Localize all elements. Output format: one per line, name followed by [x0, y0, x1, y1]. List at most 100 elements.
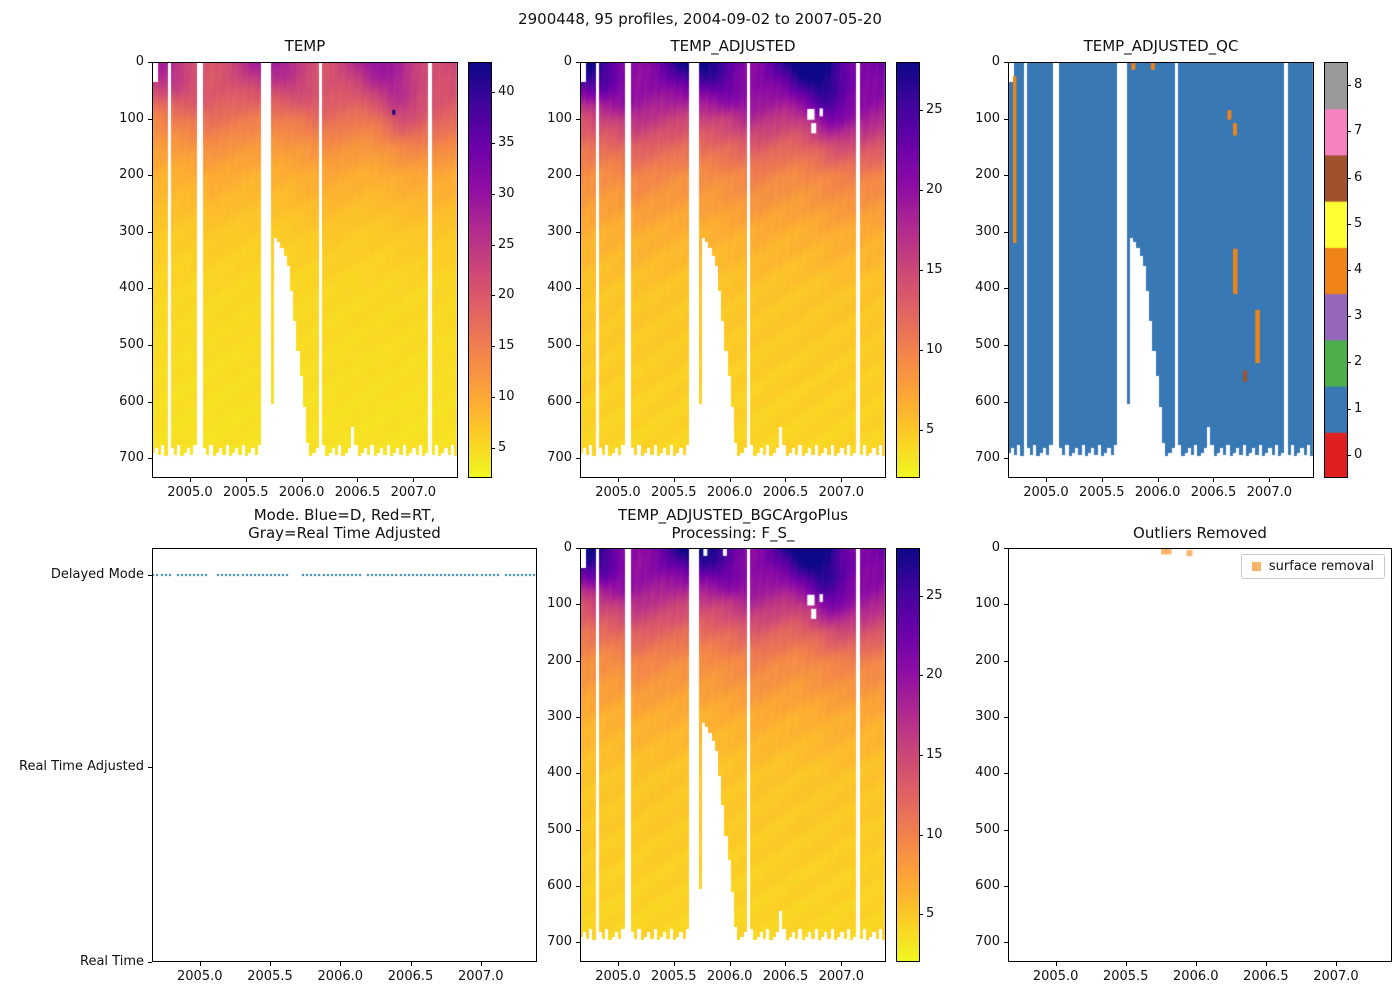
x-tick-label: 2005.0 — [167, 485, 213, 500]
tick-mark — [841, 962, 843, 966]
tick-mark — [1004, 458, 1008, 460]
colorbar-tick-label: 40 — [498, 84, 515, 100]
tick-mark — [920, 755, 923, 756]
x-tick-label: 2006.0 — [278, 485, 325, 500]
colorbar-tick-label: 10 — [926, 342, 943, 357]
y-tick-label: 500 — [975, 821, 1000, 837]
colorbar-tick-label: 7 — [1354, 123, 1363, 139]
tick-mark — [1348, 362, 1351, 364]
tick-mark — [785, 478, 787, 482]
y-tick-label: 300 — [547, 708, 572, 724]
x-tick-label: 2006.0 — [317, 969, 364, 984]
tick-mark — [1004, 175, 1008, 177]
tick-mark — [1004, 548, 1008, 549]
y-tick-label: 100 — [975, 596, 1000, 612]
tick-mark — [576, 288, 580, 290]
y-tick-label: 700 — [119, 450, 144, 466]
tick-mark — [1004, 231, 1008, 233]
x-tick-label: 2006.5 — [1243, 969, 1289, 984]
tick-mark — [576, 458, 580, 460]
tick-mark — [492, 346, 495, 348]
y-tick-label: 600 — [119, 393, 144, 409]
temp-adjusted-title: TEMP_ADJUSTED — [670, 37, 796, 55]
tick-mark — [492, 143, 495, 145]
colorbar-tick-label: 20 — [926, 182, 943, 197]
qc-heatmap-canvas — [1008, 62, 1314, 478]
mode-category-label: Delayed Mode — [50, 566, 144, 582]
temp-colorbar-canvas — [468, 62, 492, 478]
qc-colorbar-canvas — [1324, 62, 1348, 478]
tick-mark — [410, 962, 412, 966]
temp-adjusted-heatmap-canvas — [580, 62, 886, 478]
tick-mark — [576, 175, 580, 177]
y-tick-label: 400 — [547, 280, 572, 296]
outliers-legend: surface removal — [1240, 554, 1385, 579]
tick-mark — [729, 962, 731, 966]
colorbar-tick-label: 1 — [1354, 400, 1363, 416]
outliers-scatter-canvas — [1008, 548, 1392, 962]
tick-mark — [270, 962, 272, 966]
tick-mark — [1265, 962, 1267, 966]
temp-colorbar — [468, 62, 492, 478]
colorbar-tick-label: 10 — [498, 388, 515, 404]
bgc-title-line1: TEMP_ADJUSTED_BGCArgoPlus — [617, 506, 849, 524]
tick-mark — [148, 458, 152, 460]
y-tick-label: 200 — [547, 652, 572, 668]
tick-mark — [492, 193, 495, 195]
tick-mark — [1004, 885, 1008, 887]
tick-mark — [920, 430, 923, 431]
tick-mark — [576, 118, 580, 120]
y-tick-label: 300 — [119, 223, 144, 239]
x-tick-label: 2005.0 — [1023, 485, 1069, 500]
tick-mark — [1055, 962, 1057, 966]
legend-label: surface removal — [1268, 559, 1374, 574]
tick-mark — [1045, 478, 1047, 482]
tick-mark — [576, 604, 580, 606]
x-tick-label: 2006.0 — [1134, 485, 1181, 500]
colorbar-tick-label: 10 — [926, 826, 943, 842]
tick-mark — [148, 175, 152, 177]
x-tick-label: 2005.0 — [177, 969, 223, 984]
tick-mark — [920, 270, 923, 271]
tick-mark — [245, 478, 247, 482]
y-tick-label: 200 — [975, 652, 1000, 668]
tick-mark — [492, 447, 495, 449]
colorbar-tick-label: 3 — [1354, 308, 1363, 324]
tick-mark — [1348, 177, 1351, 179]
tick-mark — [199, 962, 201, 966]
outliers-plot: surface removal — [1008, 548, 1392, 962]
y-tick-label: 700 — [547, 450, 572, 466]
colorbar-tick-label: 5 — [926, 422, 935, 437]
surface-removal-marker-icon — [1251, 562, 1261, 571]
mode-category-label: Real Time — [80, 954, 144, 969]
x-tick-label: 2006.5 — [387, 969, 434, 984]
bgc-plot — [580, 548, 886, 962]
y-tick-label: 100 — [119, 110, 144, 126]
colorbar-tick-label: 5 — [1354, 215, 1363, 231]
y-tick-label: 0 — [563, 540, 572, 555]
y-tick-label: 500 — [547, 336, 572, 352]
y-tick-label: 300 — [975, 708, 1000, 724]
tick-mark — [357, 478, 359, 482]
tick-mark — [1004, 604, 1008, 606]
colorbar-tick-label: 0 — [1354, 446, 1363, 462]
tick-mark — [673, 962, 675, 966]
tick-mark — [492, 92, 495, 94]
tick-mark — [1004, 288, 1008, 290]
tick-mark — [576, 548, 580, 549]
colorbar-tick-label: 8 — [1354, 77, 1363, 93]
tick-mark — [413, 478, 415, 482]
tick-mark — [785, 962, 787, 966]
x-tick-label: 2005.5 — [247, 969, 293, 984]
y-tick-label: 700 — [547, 934, 572, 950]
tick-mark — [617, 962, 619, 966]
tick-mark — [1348, 85, 1351, 87]
tick-mark — [1213, 478, 1215, 482]
x-tick-label: 2007.0 — [1246, 485, 1293, 500]
tick-mark — [576, 660, 580, 662]
x-tick-label: 2007.0 — [818, 969, 865, 984]
colorbar-tick-label: 35 — [498, 135, 515, 151]
tick-mark — [1004, 716, 1008, 718]
tick-mark — [148, 344, 152, 346]
tick-mark — [1004, 773, 1008, 775]
